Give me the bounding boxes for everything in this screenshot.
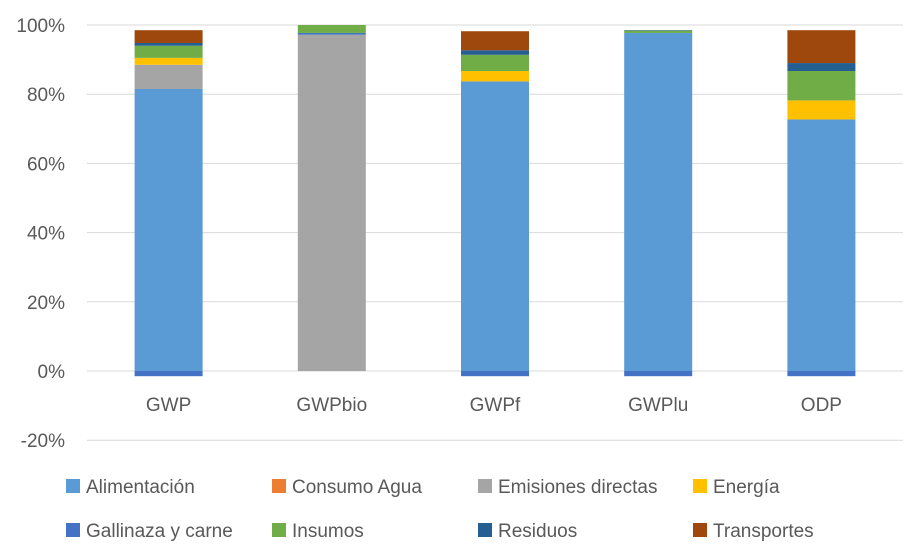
legend-swatch [478, 479, 492, 493]
x-tick-label: GWPf [470, 395, 521, 416]
x-axis-tick-labels: GWP GWPbio GWPf GWPlu ODP [146, 395, 842, 416]
y-tick-label: 100% [16, 16, 65, 37]
bar-segment [134, 45, 203, 58]
legend-label: Consumo Agua [292, 477, 422, 498]
y-axis-tick-labels: -20% 0% 20% 40% 60% 80% 100% [16, 16, 65, 452]
bar-segment [461, 81, 529, 371]
bar-segment [787, 100, 856, 120]
bar-segment [297, 32, 366, 35]
bar-segment [787, 371, 856, 377]
legend-label: Energía [713, 477, 780, 498]
bar-segment [787, 71, 856, 101]
y-tick-label: 40% [27, 224, 65, 245]
legend-item: Insumos [272, 521, 364, 542]
x-tick-label: GWPlu [628, 395, 688, 416]
x-tick-label: ODP [801, 395, 842, 416]
bar-segment [297, 25, 366, 33]
bar-segment [134, 30, 203, 43]
bars [134, 25, 856, 377]
bar-segment [787, 30, 856, 64]
bar-segment [461, 54, 529, 72]
legend-item: Emisiones directas [478, 477, 657, 498]
legend-label: Emisiones directas [498, 477, 657, 498]
legend-swatch [693, 523, 707, 537]
legend-item: Alimentación [66, 477, 195, 498]
y-tick-label: 60% [27, 154, 65, 175]
legend-item: Gallinaza y carne [66, 521, 233, 542]
bar-segment [134, 64, 203, 90]
legend-item: Transportes [693, 521, 814, 542]
legend-label: Gallinaza y carne [86, 521, 233, 542]
bar-segment [787, 119, 856, 371]
bar-segment [461, 371, 529, 377]
legend-item: Residuos [478, 521, 577, 542]
y-tick-label: 80% [27, 85, 65, 106]
x-tick-label: GWP [146, 395, 191, 416]
bar-segment [624, 371, 693, 377]
y-tick-label: -20% [21, 431, 65, 452]
legend: Alimentación Consumo Agua Emisiones direct… [66, 477, 814, 542]
legend-label: Residuos [498, 521, 577, 542]
legend-swatch [66, 479, 80, 493]
bar-segment [624, 32, 693, 371]
bar-segment [461, 50, 529, 55]
legend-label: Transportes [713, 521, 814, 542]
bar-segment [461, 71, 529, 82]
legend-label: Insumos [292, 521, 364, 542]
y-tick-label: 20% [27, 293, 65, 314]
bar-segment [134, 57, 203, 65]
legend-item: Consumo Agua [272, 477, 422, 498]
legend-swatch [693, 479, 707, 493]
legend-label: Alimentación [86, 477, 195, 498]
y-tick-label: 0% [38, 362, 66, 383]
x-tick-label: GWPbio [296, 395, 367, 416]
bar-segment [134, 371, 203, 377]
legend-item: Energía [693, 477, 780, 498]
legend-swatch [272, 479, 286, 493]
bar-segment [134, 42, 203, 46]
legend-swatch [66, 523, 80, 537]
bar-segment [297, 34, 366, 372]
legend-swatch [272, 523, 286, 537]
bar-segment [134, 89, 203, 371]
legend-swatch [478, 523, 492, 537]
bar-segment [624, 30, 693, 31]
bar-segment [787, 63, 856, 72]
bar-segment [461, 31, 529, 51]
bar-segment [624, 30, 693, 33]
